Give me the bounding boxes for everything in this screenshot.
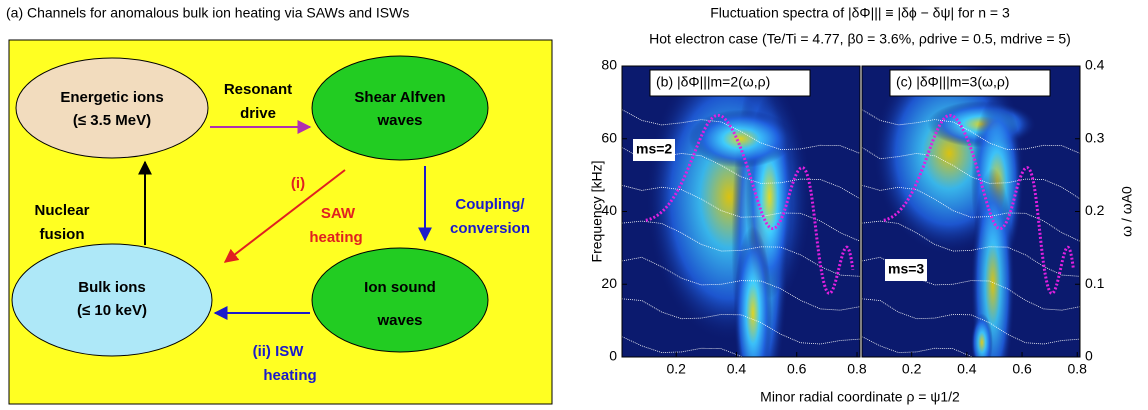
spectrum-blob (971, 167, 1015, 357)
edge-label: conversion (450, 220, 530, 237)
node-label: Shear Alfven (354, 89, 445, 106)
node (311, 247, 489, 353)
x-tick-label: 0.4 (727, 361, 747, 377)
node (311, 55, 489, 161)
node (11, 243, 213, 357)
arrow (223, 169, 346, 263)
continuum-line (622, 298, 860, 345)
y2-axis-label: ω / ωA0 (1119, 186, 1135, 237)
annotation-box (885, 259, 927, 281)
continuum-line (862, 109, 1080, 154)
node (15, 57, 209, 159)
y-tick-label: 60 (601, 129, 617, 145)
edge-label: heating (309, 229, 362, 246)
node-label: (≤ 3.5 MeV) (73, 112, 151, 129)
node-label: waves (376, 112, 422, 129)
node-label: Energetic ions (60, 89, 163, 106)
x-tick-label: 0.8 (847, 361, 867, 377)
x-axis-label: Minor radial coordinate ρ = ψ1/2 (760, 389, 960, 405)
plot-area (862, 66, 1080, 357)
continuum-line (862, 184, 1080, 242)
continuum-line (862, 147, 1080, 200)
continuum-line (622, 184, 860, 242)
y2-tick-label: 0 (1085, 348, 1093, 364)
y2-tick-label: 0.1 (1085, 275, 1105, 291)
figure-title: Fluctuation spectra of |δΦ||| ≡ |δϕ − δψ… (710, 5, 1010, 21)
plot-area (622, 66, 860, 357)
x-tick-label: 0.2 (666, 361, 686, 377)
y-tick-label: 0 (609, 348, 617, 364)
annotation: ms=3 (888, 261, 924, 277)
y-axis-label: Frequency [kHz] (589, 161, 605, 263)
annotation: ms=2 (636, 141, 672, 157)
node-label: (≤ 10 keV) (77, 302, 147, 319)
y-tick-label: 80 (601, 57, 617, 73)
y2-tick-label: 0.4 (1085, 57, 1105, 73)
node-label: waves (376, 312, 422, 329)
panel-label: (c) |δΦ|||m=3(ω,ρ) (896, 74, 1009, 90)
edge-label: Coupling/ (455, 196, 525, 213)
continuum-line (862, 336, 973, 357)
figure-subtitle: Hot electron case (Te/Ti = 4.77, β0 = 3.… (649, 31, 1071, 47)
continuum-line (622, 109, 860, 154)
y2-tick-label: 0.3 (1085, 129, 1105, 145)
edge-label: (ii) ISW (253, 343, 305, 360)
y2-tick-label: 0.2 (1085, 202, 1105, 218)
x-tick-label: 0.2 (902, 361, 922, 377)
panel-label-box (649, 69, 811, 97)
spectrum-blob (733, 226, 772, 357)
x-tick-label: 0.6 (787, 361, 807, 377)
x-tick-label: 0.8 (1068, 361, 1088, 377)
continuum-line (862, 256, 1080, 311)
edge-label: drive (240, 105, 276, 122)
spectrum-blob (688, 109, 794, 168)
y-tick-label: 40 (601, 202, 617, 218)
y-tick-label: 20 (601, 275, 617, 291)
edge-label: Resonant (224, 81, 292, 98)
edge-label: (i) (291, 175, 305, 192)
continuum-line (622, 336, 743, 357)
annotation-box (633, 139, 675, 161)
panel-label: (b) |δΦ|||m=2(ω,ρ) (656, 74, 770, 90)
x-tick-label: 0.4 (957, 361, 977, 377)
spectrum-blob (971, 313, 993, 357)
caption: (a) Channels for anomalous bulk ion heat… (6, 5, 409, 21)
edge-label: SAW (321, 205, 356, 222)
x-tick-label: 0.6 (1012, 361, 1032, 377)
edge-label: Nuclear (34, 202, 89, 219)
panel-label-box (889, 69, 1051, 97)
continuum-line (622, 256, 860, 311)
node-label: Bulk ions (78, 279, 146, 296)
node-label: Ion sound (364, 279, 436, 296)
edge-label: fusion (40, 226, 85, 243)
edge-label: heating (263, 367, 316, 384)
